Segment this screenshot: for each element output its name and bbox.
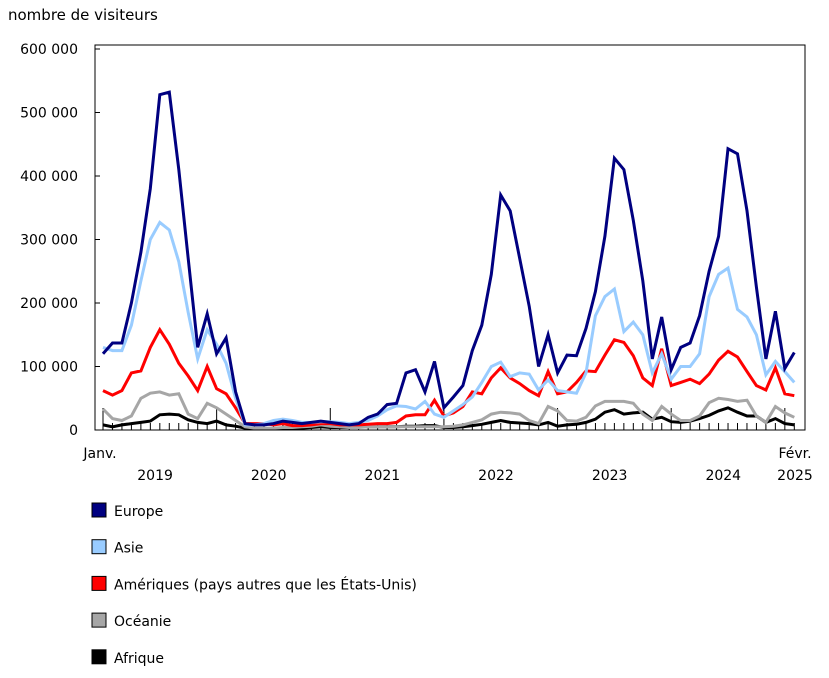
year-label: 2020 [251, 468, 287, 484]
y-tick-label: 400 000 [20, 169, 78, 185]
plot-frame [94, 44, 806, 431]
legend-label: Océanie [114, 614, 171, 630]
series-line-0 [101, 90, 796, 427]
legend-label: Afrique [114, 651, 164, 667]
legend-swatch [91, 649, 107, 665]
legend-swatch [91, 575, 107, 591]
y-tick-label: 100 000 [20, 360, 78, 376]
series-line-1 [102, 220, 796, 427]
year-label: 2025 [777, 468, 813, 484]
legend-swatch [91, 539, 107, 555]
y-tick-label: 600 000 [20, 42, 78, 58]
year-label: 2019 [137, 468, 173, 484]
y-tick-label: 300 000 [20, 233, 78, 249]
y-tick-label: 0 [69, 423, 78, 439]
year-label: 2022 [478, 468, 514, 484]
y-axis-title: nombre de visiteurs [8, 6, 158, 24]
legend-swatch [91, 502, 107, 518]
year-label: 2024 [705, 468, 741, 484]
year-label: 2023 [592, 468, 628, 484]
legend-label: Amériques (pays autres que les États-Uni… [114, 576, 417, 593]
series-line-3 [101, 390, 795, 430]
year-label: 2021 [365, 468, 401, 484]
legend-swatch [91, 612, 107, 628]
x-end-label: Févr. [778, 446, 811, 462]
legend-label: Asie [114, 541, 143, 557]
y-tick-label: 500 000 [20, 106, 78, 122]
y-tick-label: 200 000 [20, 296, 78, 312]
x-start-label: Janv. [82, 446, 116, 462]
legend-label: Europe [114, 504, 163, 520]
